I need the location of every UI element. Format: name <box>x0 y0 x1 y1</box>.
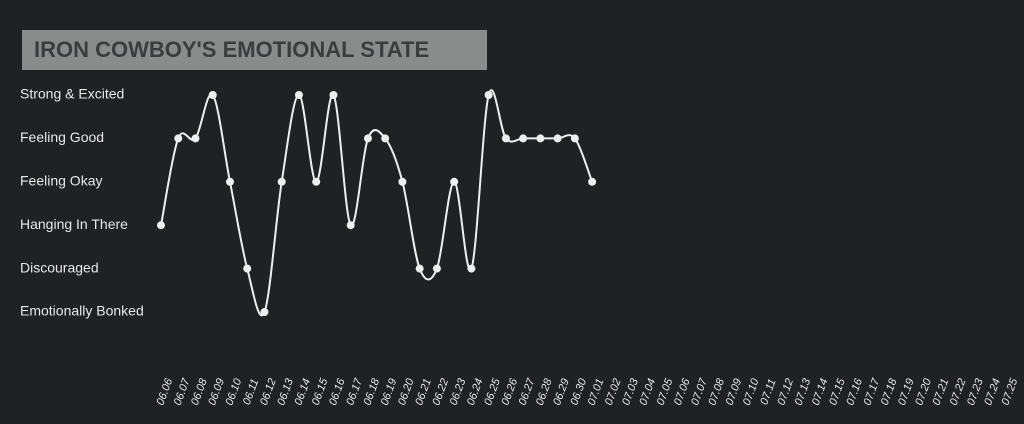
y-tick-label: Hanging In There <box>20 216 128 232</box>
point <box>260 308 269 316</box>
point <box>536 134 545 143</box>
point <box>450 177 459 186</box>
point <box>208 91 217 99</box>
point <box>398 177 407 186</box>
y-tick-label: Feeling Okay <box>20 173 102 189</box>
point <box>243 264 252 273</box>
point <box>294 91 303 99</box>
title-box <box>22 30 487 70</box>
point <box>191 134 200 143</box>
point <box>225 177 234 186</box>
point <box>381 134 390 143</box>
point <box>174 134 183 143</box>
point <box>484 91 493 99</box>
chart-title: IRON COWBOY'S EMOTIONAL STATE <box>34 37 429 62</box>
y-tick-label: Feeling Good <box>20 129 104 145</box>
point <box>329 91 338 99</box>
point <box>157 221 165 230</box>
point <box>553 134 562 143</box>
point <box>519 134 528 143</box>
point <box>570 134 579 143</box>
point <box>415 264 424 273</box>
point <box>501 134 510 143</box>
point <box>432 264 441 273</box>
point <box>312 177 321 186</box>
point <box>346 221 355 230</box>
y-tick-label: Strong & Excited <box>20 86 124 102</box>
y-tick-label: Emotionally Bonked <box>20 303 144 319</box>
point <box>363 134 372 143</box>
point <box>588 177 597 186</box>
point <box>467 264 476 273</box>
y-tick-label: Discouraged <box>20 259 99 275</box>
point <box>277 177 286 186</box>
